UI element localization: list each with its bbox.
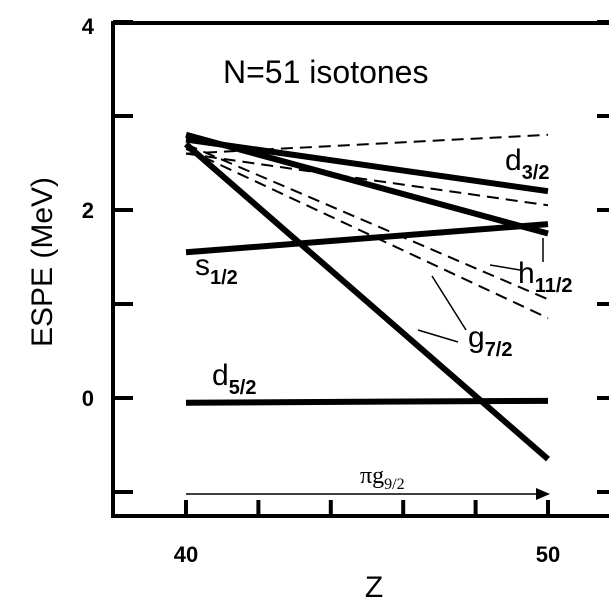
chart-title: N=51 isotones bbox=[223, 54, 428, 90]
y-tick-label-2: 2 bbox=[82, 198, 94, 223]
label-g-7-2: g7/2 bbox=[468, 321, 513, 361]
label-d-5-2: d5/2 bbox=[212, 359, 257, 399]
x-tick-label-40: 40 bbox=[174, 542, 198, 567]
leader-line-2 bbox=[431, 275, 467, 331]
label-d-3-2: d3/2 bbox=[505, 144, 550, 184]
y-tick-label-4: 4 bbox=[82, 14, 95, 39]
label-h-11-2: h11/2 bbox=[518, 257, 573, 297]
annotation-arrowhead bbox=[536, 488, 550, 500]
series-s-1-2-dashed bbox=[185, 152, 549, 207]
label-subscript: 3/2 bbox=[522, 162, 550, 184]
label-subscript: 1/2 bbox=[210, 267, 238, 289]
label-s-1-2: s1/2 bbox=[195, 249, 238, 289]
series-lines bbox=[184, 131, 550, 462]
label-subscript: 11/2 bbox=[535, 275, 573, 297]
series-d-3-2-solid bbox=[185, 136, 549, 195]
series-d-5-2-solid bbox=[185, 397, 549, 406]
series-s-1-2-solid bbox=[185, 221, 549, 256]
label-subscript: 7/2 bbox=[485, 339, 513, 361]
series-h-11-2-solid bbox=[185, 131, 549, 237]
proton-g92-annotation: πg9/2 bbox=[186, 463, 550, 500]
x-tick-label-50: 50 bbox=[536, 542, 560, 567]
y-tick-label-0: 0 bbox=[82, 386, 94, 411]
x-axis-title: Z bbox=[365, 571, 383, 600]
leader-line-3 bbox=[417, 329, 459, 343]
y-axis-title: ESPE (MeV) bbox=[26, 177, 59, 347]
label-leader-lines bbox=[417, 238, 544, 343]
annotation-label: πg9/2 bbox=[360, 463, 405, 493]
series-g-7-2-solid bbox=[184, 141, 550, 462]
plot-frame bbox=[111, 21, 609, 518]
leader-line-0 bbox=[489, 264, 521, 271]
series-g-7-2-dashed bbox=[185, 147, 549, 320]
annotation-label-subscript: 9/2 bbox=[384, 476, 404, 493]
label-subscript: 5/2 bbox=[229, 377, 257, 399]
series-h-11-2-dashed bbox=[185, 143, 549, 301]
